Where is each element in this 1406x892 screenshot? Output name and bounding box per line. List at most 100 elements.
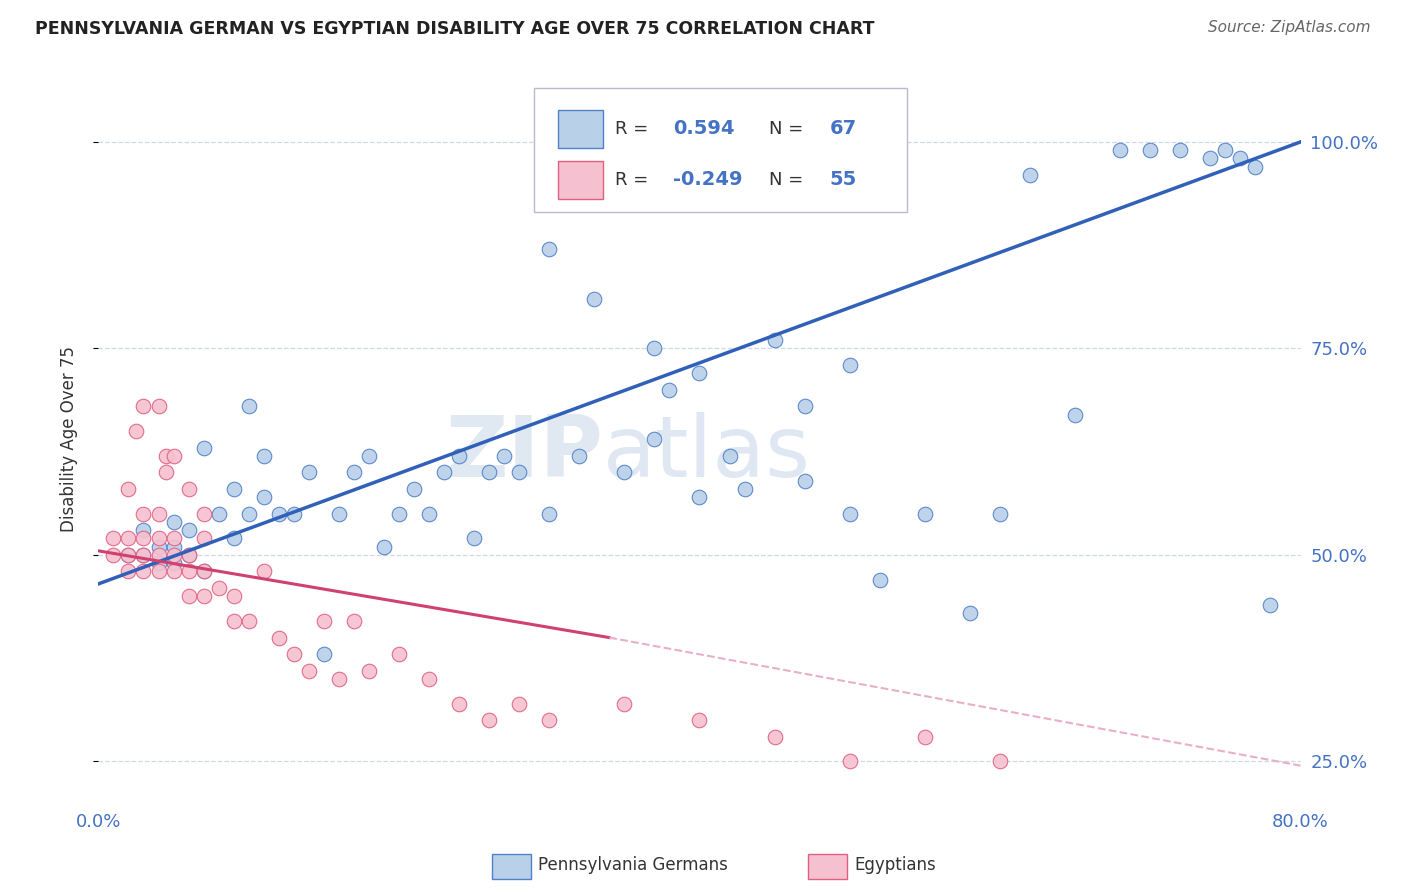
Point — [103, 532, 125, 546]
Point — [1244, 160, 1267, 174]
Point — [193, 565, 215, 579]
Point — [208, 507, 231, 521]
Text: R =: R = — [616, 170, 648, 189]
Point — [658, 383, 681, 397]
Point — [508, 697, 530, 711]
Point — [1215, 143, 1237, 157]
Point — [253, 449, 276, 463]
Text: PENNSYLVANIA GERMAN VS EGYPTIAN DISABILITY AGE OVER 75 CORRELATION CHART: PENNSYLVANIA GERMAN VS EGYPTIAN DISABILI… — [35, 20, 875, 37]
Y-axis label: Disability Age Over 75: Disability Age Over 75 — [59, 346, 77, 533]
Text: -0.249: -0.249 — [673, 170, 742, 189]
Point — [914, 730, 936, 744]
Point — [988, 755, 1011, 769]
Point — [155, 466, 177, 480]
Point — [478, 466, 501, 480]
Point — [162, 515, 184, 529]
Point — [283, 507, 305, 521]
Point — [162, 548, 184, 562]
Point — [117, 548, 139, 562]
Text: atlas: atlas — [603, 412, 811, 495]
Point — [222, 614, 245, 628]
Point — [838, 358, 860, 372]
Point — [373, 540, 395, 554]
Text: R =: R = — [616, 120, 648, 138]
Point — [838, 755, 860, 769]
Point — [148, 507, 170, 521]
Point — [959, 606, 981, 620]
Point — [162, 532, 184, 546]
Point — [418, 507, 440, 521]
Text: 0.594: 0.594 — [673, 120, 734, 138]
Point — [155, 449, 177, 463]
Point — [162, 449, 184, 463]
Text: N =: N = — [769, 170, 803, 189]
Text: 55: 55 — [830, 170, 856, 189]
Text: Pennsylvania Germans: Pennsylvania Germans — [538, 856, 728, 874]
Point — [1064, 408, 1087, 422]
Point — [988, 507, 1011, 521]
Point — [132, 507, 155, 521]
Point — [568, 449, 591, 463]
Point — [1109, 143, 1132, 157]
Point — [914, 507, 936, 521]
Point — [463, 532, 485, 546]
Point — [177, 482, 200, 496]
Point — [312, 647, 335, 661]
Point — [117, 548, 139, 562]
Point — [643, 342, 665, 356]
Bar — [558, 161, 603, 199]
Point — [388, 507, 411, 521]
Point — [193, 532, 215, 546]
Point — [343, 466, 366, 480]
Point — [267, 507, 290, 521]
Point — [222, 589, 245, 603]
Point — [238, 507, 260, 521]
Point — [132, 548, 155, 562]
Point — [283, 647, 305, 661]
Point — [312, 614, 335, 628]
Point — [763, 333, 786, 347]
Point — [177, 589, 200, 603]
Text: N =: N = — [769, 120, 803, 138]
Point — [253, 565, 276, 579]
Point — [583, 292, 606, 306]
Point — [148, 556, 170, 570]
Point — [253, 490, 276, 504]
Point — [208, 581, 231, 595]
Text: 67: 67 — [830, 120, 856, 138]
Point — [328, 507, 350, 521]
Point — [238, 399, 260, 413]
Point — [718, 449, 741, 463]
Point — [238, 614, 260, 628]
Point — [125, 424, 148, 438]
Point — [1199, 152, 1222, 166]
Point — [177, 523, 200, 537]
Point — [148, 565, 170, 579]
Point — [177, 548, 200, 562]
Point — [162, 540, 184, 554]
Bar — [808, 855, 848, 879]
Point — [478, 713, 501, 727]
Point — [447, 697, 470, 711]
Text: Egyptians: Egyptians — [855, 856, 936, 874]
Point — [418, 672, 440, 686]
Point — [132, 523, 155, 537]
Point — [793, 474, 815, 488]
Point — [357, 449, 380, 463]
Text: Source: ZipAtlas.com: Source: ZipAtlas.com — [1208, 20, 1371, 35]
Point — [222, 482, 245, 496]
Bar — [558, 110, 603, 148]
Point — [117, 482, 139, 496]
Point — [298, 664, 321, 678]
Point — [402, 482, 425, 496]
Point — [267, 631, 290, 645]
Point — [763, 730, 786, 744]
Point — [613, 697, 636, 711]
Point — [162, 565, 184, 579]
Point — [148, 532, 170, 546]
Point — [1139, 143, 1161, 157]
Point — [177, 548, 200, 562]
Point — [793, 399, 815, 413]
Point — [148, 548, 170, 562]
Text: ZIP: ZIP — [446, 412, 603, 495]
